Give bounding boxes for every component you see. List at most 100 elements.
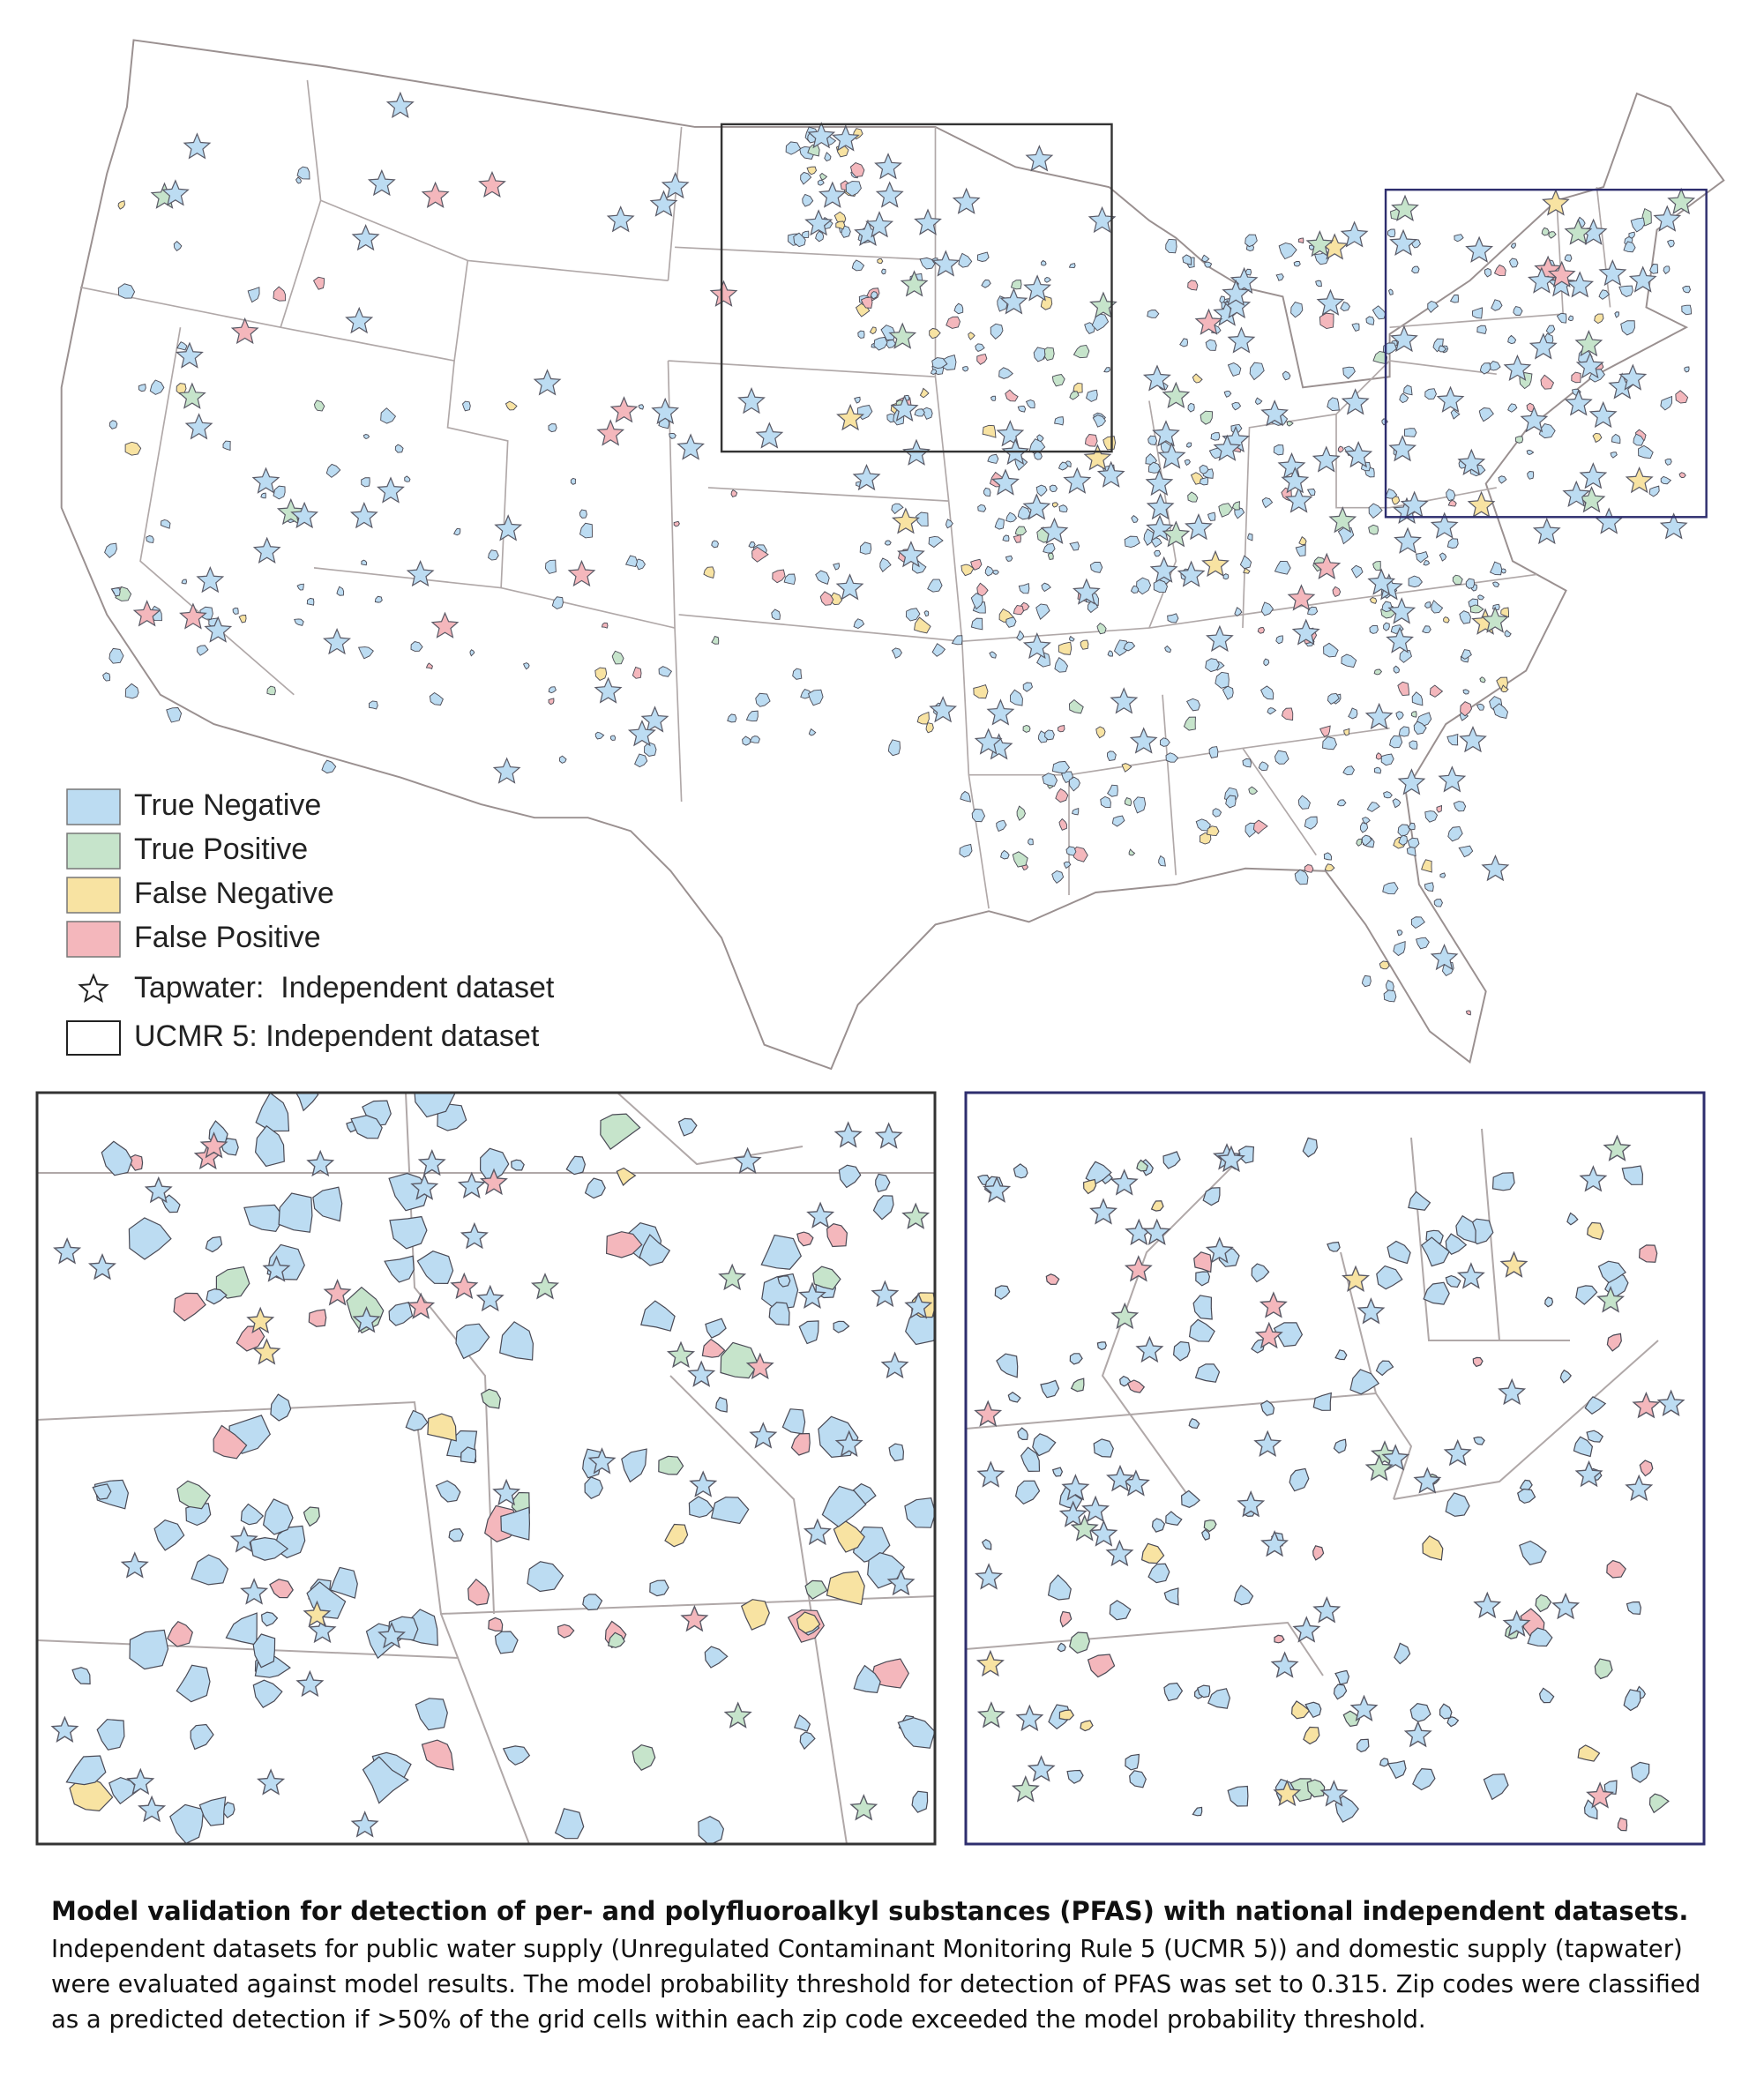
tapwater-star: [246, 1306, 275, 1334]
zip-area: [1391, 496, 1401, 505]
tapwater-star: [132, 600, 161, 627]
zip-area: [1361, 974, 1372, 988]
zip-area: [1611, 433, 1621, 444]
zip-area: [1022, 682, 1034, 692]
tapwater-star: [929, 696, 958, 723]
zip-area: [169, 1803, 205, 1844]
zip-area: [557, 1624, 575, 1639]
zip-area: [416, 1251, 454, 1285]
zip-area: [559, 755, 567, 764]
tapwater-star: [990, 468, 1020, 496]
tapwater-star: [1072, 578, 1101, 605]
zip-area: [1289, 1467, 1310, 1492]
zip-area: [1421, 859, 1432, 873]
tapwater-star: [1467, 490, 1496, 518]
zip-area: [1136, 577, 1152, 595]
zip-area: [1147, 310, 1160, 318]
zip-area: [798, 1320, 819, 1345]
zip-area: [1263, 658, 1270, 667]
zip-area: [1304, 864, 1314, 873]
zip-area: [817, 179, 825, 186]
zip-area: [1154, 549, 1162, 557]
zip-area: [101, 1140, 133, 1176]
tapwater-star: [974, 1400, 1003, 1427]
zip-area: [808, 728, 817, 736]
zip-area: [104, 542, 117, 558]
zip-area: [996, 1353, 1019, 1378]
zip-area: [511, 1159, 525, 1171]
tapwater-star: [1281, 467, 1310, 494]
zip-area: [1022, 725, 1031, 733]
zip-area: [1167, 613, 1179, 623]
zip-area: [1621, 1165, 1644, 1185]
zip-area: [1179, 338, 1188, 347]
zip-area: [294, 618, 304, 626]
zip-area: [1302, 1137, 1319, 1158]
zip-area: [124, 441, 142, 456]
zip-area: [1453, 801, 1467, 812]
zip-area: [1427, 300, 1439, 314]
zip-area: [600, 1113, 641, 1150]
zip-area: [1210, 432, 1221, 441]
zip-area: [1361, 817, 1371, 825]
tapwater-star: [849, 1794, 878, 1821]
zip-area: [1606, 1559, 1626, 1579]
zip-area: [1422, 625, 1431, 633]
zip-area: [727, 713, 737, 723]
zip-area: [296, 166, 310, 180]
tapwater-star: [1129, 727, 1158, 754]
tapwater-star: [1089, 291, 1117, 318]
zip-area: [1123, 641, 1136, 652]
inset-frame: [35, 1091, 937, 1846]
zip-area: [916, 711, 930, 725]
tapwater-star: [1562, 480, 1591, 508]
zip-area: [849, 162, 865, 177]
zip-area: [1375, 1360, 1394, 1377]
zip-area: [500, 1506, 531, 1541]
zip-area: [1274, 750, 1289, 765]
tapwater-star: [1502, 1609, 1531, 1637]
zip-area: [1507, 403, 1518, 413]
zip-area: [1450, 408, 1461, 420]
zip-area: [930, 369, 938, 376]
tapwater-star: [1575, 351, 1604, 379]
zip-area: [1559, 1369, 1572, 1384]
zip-area: [1231, 402, 1242, 411]
zip-area: [1147, 1563, 1170, 1584]
zip-area: [295, 176, 302, 184]
zip-area: [1598, 289, 1610, 300]
tapwater-star: [196, 565, 225, 594]
tapwater-star: [975, 1649, 1005, 1677]
tapwater-star: [1185, 512, 1213, 541]
zip-area: [1005, 511, 1018, 523]
tapwater-star: [177, 382, 206, 409]
zip-area: [1513, 306, 1523, 316]
zip-area: [796, 1231, 814, 1247]
zip-area: [1084, 434, 1098, 447]
zip-area: [1182, 254, 1192, 265]
zip-area: [1017, 505, 1031, 520]
tapwater-star: [1145, 468, 1174, 497]
zip-area: [1334, 1349, 1348, 1361]
zip-area: [1409, 1703, 1431, 1722]
zip-area: [959, 843, 973, 858]
zip-area: [1172, 1340, 1191, 1362]
zip-area: [1411, 265, 1420, 274]
zip-area: [777, 1275, 791, 1288]
tapwater-star: [833, 1121, 863, 1148]
zip-area: [1080, 1720, 1094, 1732]
zip-area: [394, 444, 404, 453]
zip-area: [1044, 729, 1055, 741]
tapwater-star: [1386, 626, 1415, 653]
zip-area: [704, 1646, 729, 1669]
zip-area: [579, 522, 593, 539]
tapwater-star: [345, 306, 374, 334]
zip-area: [1538, 423, 1556, 439]
zip-area: [153, 1519, 185, 1551]
zip-area: [110, 587, 121, 597]
zip-area: [1069, 541, 1080, 551]
zip-area: [213, 1424, 248, 1460]
tapwater-star: [457, 1171, 486, 1198]
zip-area: [800, 171, 812, 185]
tapwater-star: [87, 1252, 116, 1280]
